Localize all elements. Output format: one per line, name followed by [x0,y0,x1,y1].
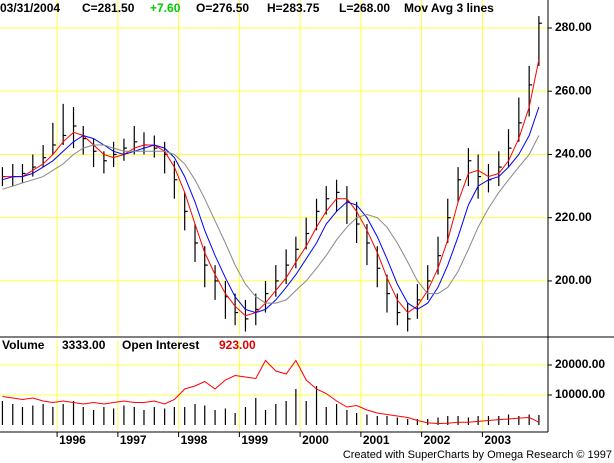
open-interest-line [2,359,540,425]
study: Mov Avg 3 lines [404,1,494,15]
y-tick-label: 280.00 [555,20,592,34]
oi-value: 923.00 [219,338,256,352]
y-tick-label: 200.00 [555,273,592,287]
close: C=281.50 [82,1,135,15]
change: +7.60 [150,1,181,15]
y-tick-label: 10000.00 [555,387,605,401]
moving-average [2,59,540,317]
x-tick-label: 2003 [484,433,511,447]
y-tick-label: 260.00 [555,83,592,97]
y-tick-label: 240.00 [555,147,592,161]
x-tick-label: 1999 [241,433,268,447]
x-tick-label: 2000 [302,433,329,447]
moving-average [2,135,540,304]
moving-average [2,106,540,314]
oi-label: Open Interest [122,338,199,352]
open: O=276.50 [196,1,249,15]
low: L=268.00 [339,1,390,15]
x-tick-label: 1996 [59,433,86,447]
y-tick-label: 20000.00 [555,357,605,371]
x-tick-label: 1998 [181,433,208,447]
footer: Created with SuperCharts by Omega Resear… [343,449,612,461]
x-tick-label: 2001 [363,433,390,447]
high: H=283.75 [267,1,320,15]
volume-label: Volume [2,338,45,352]
x-tick-label: 1997 [120,433,147,447]
date: 03/31/2004 [0,1,60,15]
x-tick-label: 2002 [424,433,451,447]
y-tick-label: 220.00 [555,210,592,224]
volume-value: 3333.00 [62,338,106,352]
